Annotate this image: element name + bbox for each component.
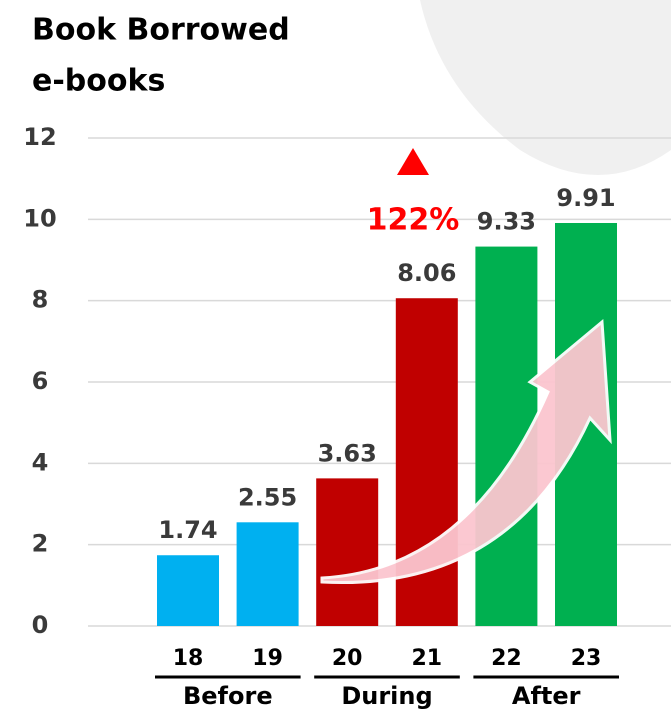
y-tick-label: 4 <box>32 448 49 476</box>
bar <box>236 522 299 626</box>
data-label: 8.06 <box>397 259 456 287</box>
x-tick-label: 23 <box>571 646 602 671</box>
y-tick-label: 10 <box>23 204 56 232</box>
y-tick-label: 6 <box>32 367 49 395</box>
chart-title: Book Borrowed <box>32 13 290 48</box>
group-label: During <box>341 682 432 710</box>
growth-arrow <box>320 318 612 585</box>
x-tick-label: 22 <box>491 646 522 671</box>
y-tick-label: 0 <box>32 611 49 639</box>
bar <box>157 555 219 626</box>
data-label: 1.74 <box>158 516 217 544</box>
x-tick-label: 18 <box>173 646 204 671</box>
data-label: 2.55 <box>238 483 297 511</box>
y-tick-label: 12 <box>23 123 56 151</box>
background-decor <box>420 0 671 175</box>
group-label: Before <box>183 682 273 710</box>
bar <box>316 478 379 626</box>
y-tick-label: 8 <box>32 286 49 314</box>
data-label: 3.63 <box>318 439 377 467</box>
increase-triangle <box>397 148 429 175</box>
chart-subtitle: e-books <box>32 64 165 99</box>
annotation: 122% <box>367 203 460 238</box>
data-label: 9.91 <box>556 184 615 212</box>
x-tick-label: 20 <box>332 646 363 671</box>
y-tick-label: 2 <box>32 530 49 558</box>
x-tick-label: 19 <box>252 646 283 671</box>
x-tick-label: 21 <box>411 646 442 671</box>
data-label: 9.33 <box>477 208 536 236</box>
group-label: After <box>512 682 581 710</box>
